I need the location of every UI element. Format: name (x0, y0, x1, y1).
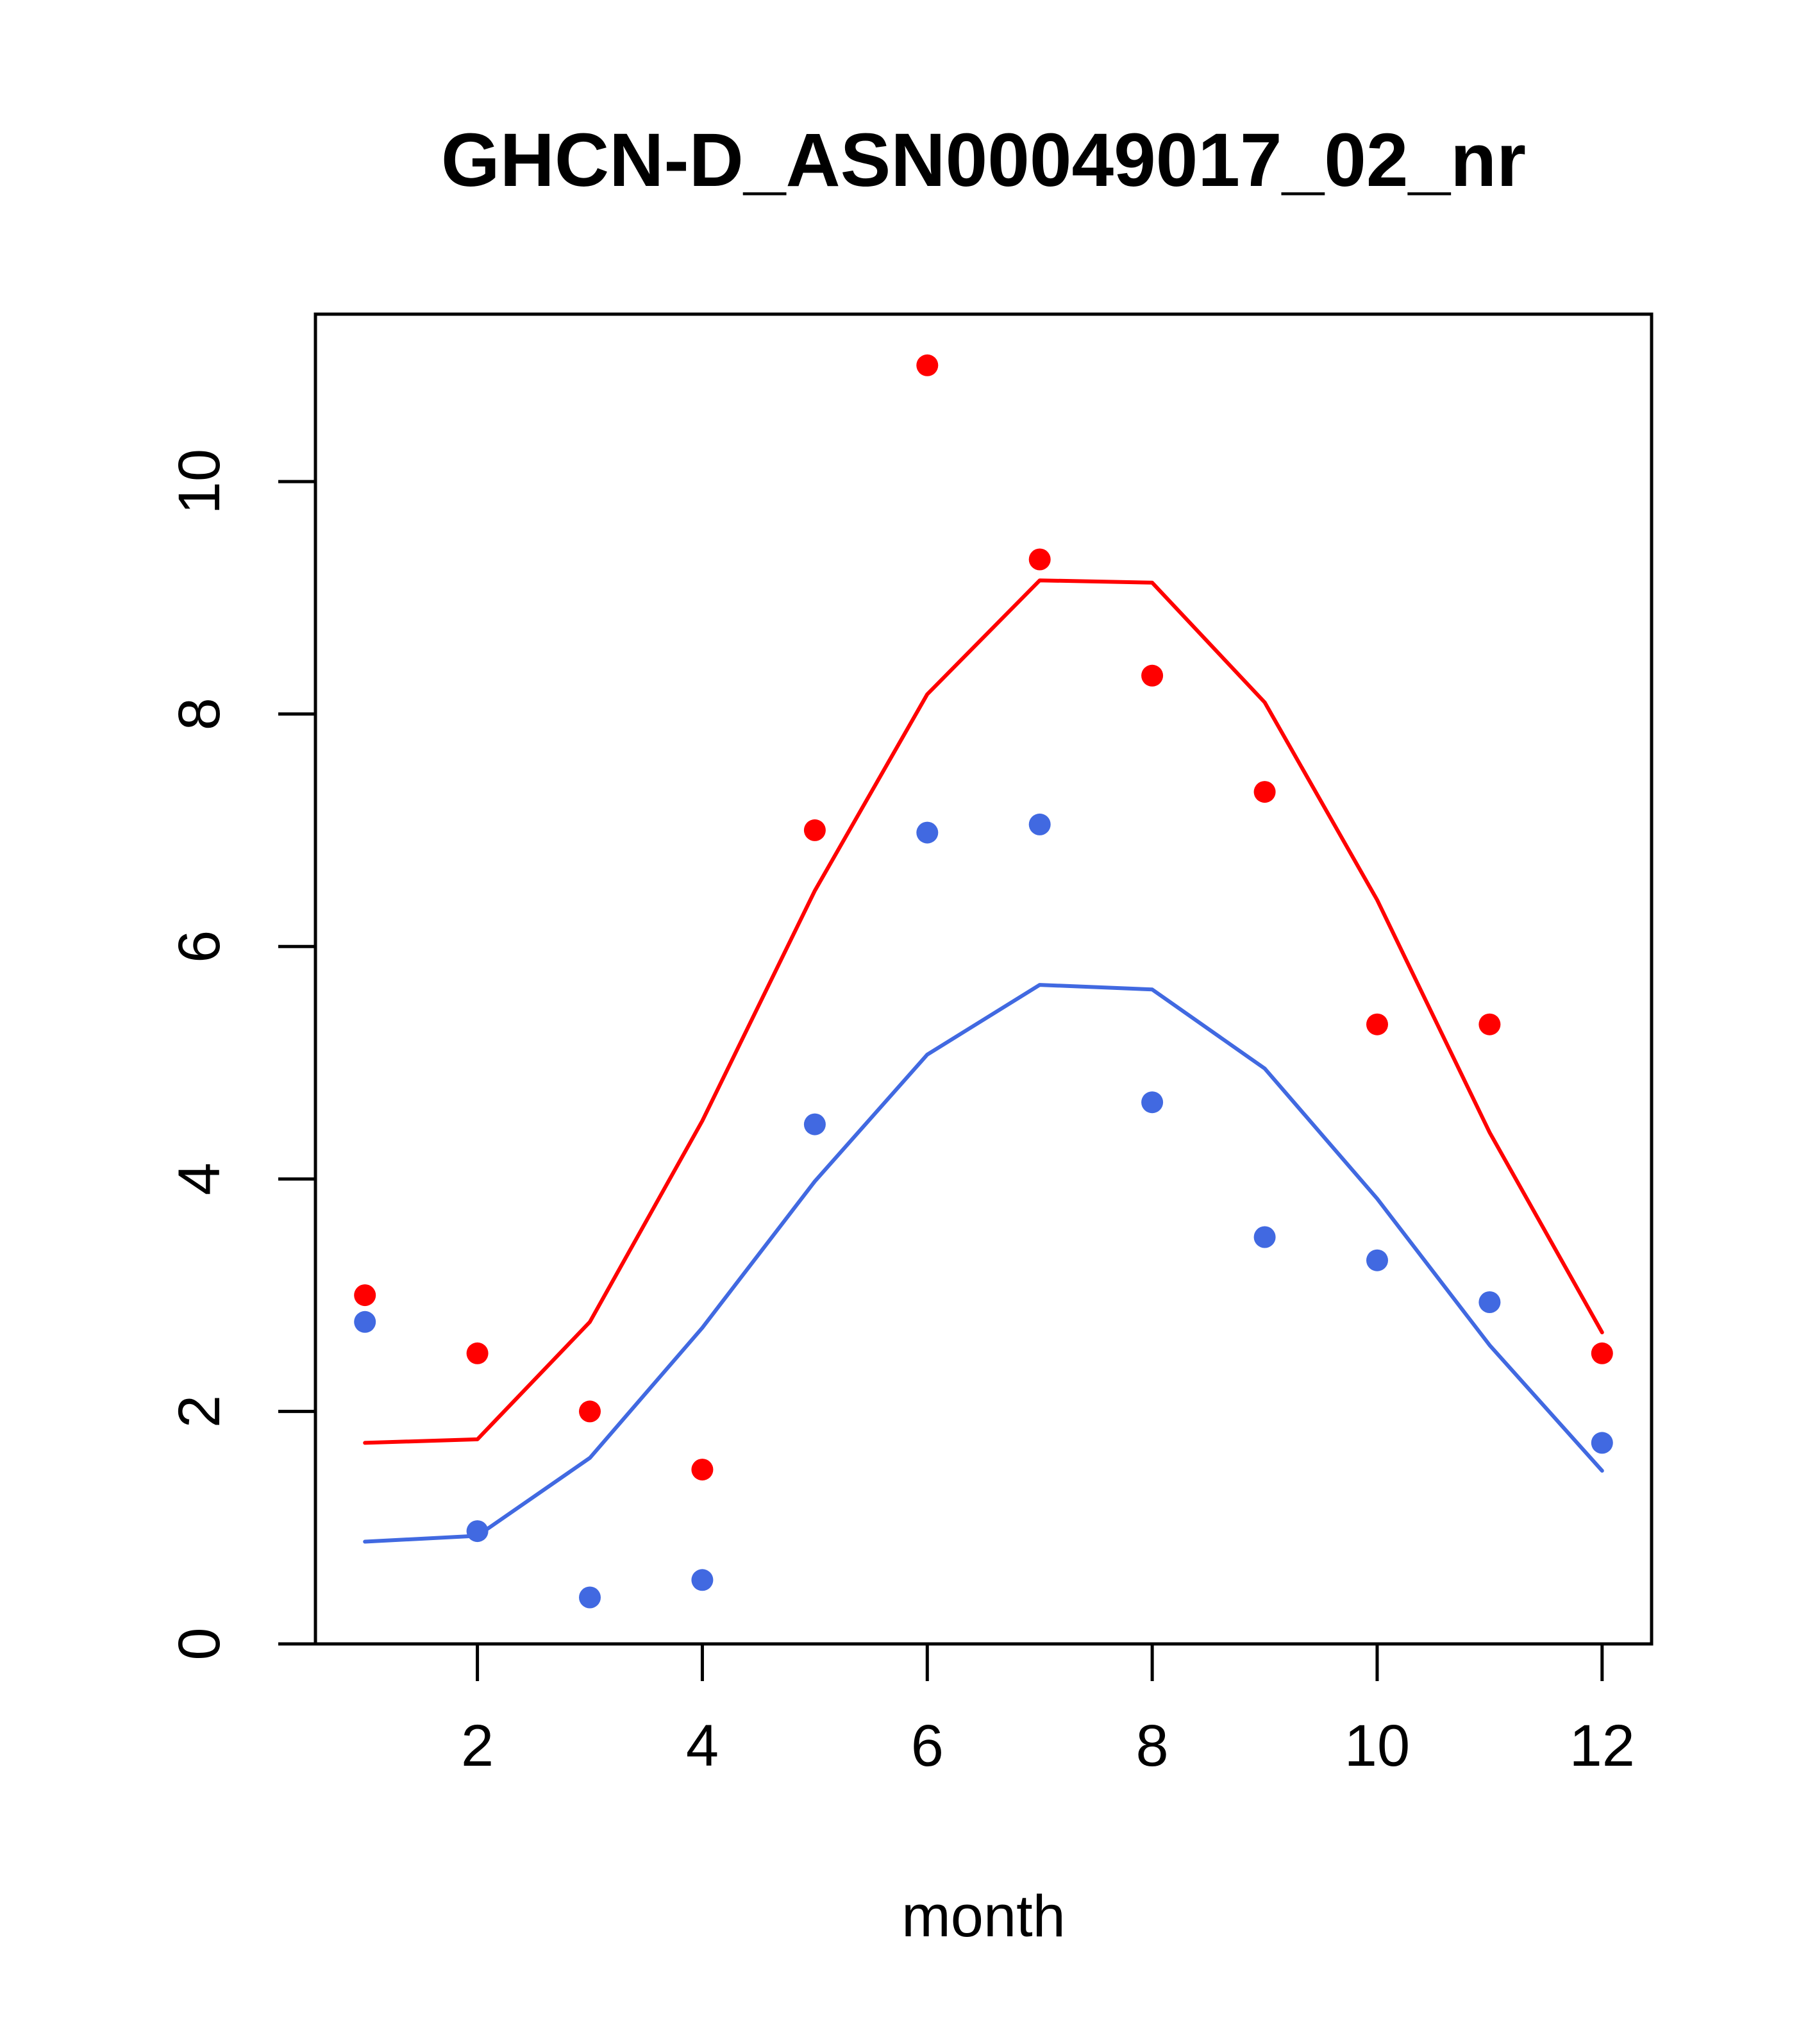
plot-area (354, 354, 1613, 1609)
data-point-series-2 (354, 1311, 376, 1333)
data-point-series-1 (803, 819, 826, 841)
y-tick-label: 0 (167, 1627, 232, 1660)
series-line-1 (363, 578, 1604, 1445)
data-point-series-1 (354, 1284, 376, 1307)
data-point-series-2 (466, 1520, 489, 1543)
data-point-series-2 (1141, 1091, 1164, 1114)
x-axis-label: month (901, 1884, 1066, 1949)
data-point-series-2 (916, 821, 939, 844)
data-point-series-1 (1366, 1013, 1388, 1035)
x-tick-label: 6 (911, 1713, 944, 1779)
y-axis: 0 2 4 6 8 10 (167, 449, 317, 1661)
y-tick-label: 2 (167, 1395, 232, 1428)
data-point-series-1 (691, 1459, 714, 1481)
y-tick-label: 10 (167, 449, 232, 514)
x-tick-label: 4 (686, 1713, 719, 1779)
data-point-series-2 (1478, 1291, 1501, 1313)
data-point-series-1 (1028, 548, 1051, 571)
y-tick-label: 8 (167, 698, 232, 730)
chart-title: GHCN-D_ASN00049017_02_nr (441, 118, 1526, 203)
data-point-series-1 (1591, 1342, 1613, 1364)
series-line-2 (363, 983, 1604, 1544)
x-tick-label: 8 (1136, 1713, 1169, 1779)
x-axis: 2 4 6 8 10 12 (461, 1642, 1635, 1779)
data-point-series-2 (1253, 1226, 1276, 1248)
data-point-series-2 (803, 1113, 826, 1135)
data-point-series-1 (916, 354, 939, 376)
data-point-series-1 (1253, 781, 1276, 803)
data-point-series-2 (1028, 813, 1051, 835)
data-point-series-2 (691, 1569, 714, 1591)
y-tick-label: 6 (167, 930, 232, 963)
data-point-series-2 (1591, 1432, 1613, 1454)
data-point-series-1 (466, 1342, 489, 1364)
data-point-series-1 (579, 1400, 601, 1423)
data-point-series-1 (1478, 1013, 1501, 1035)
y-tick-label: 4 (167, 1162, 232, 1195)
data-point-series-1 (1141, 664, 1164, 687)
data-point-series-2 (579, 1586, 601, 1609)
x-tick-label: 10 (1344, 1713, 1410, 1779)
data-point-series-2 (1366, 1249, 1388, 1271)
x-tick-label: 2 (461, 1713, 494, 1779)
x-tick-label: 12 (1570, 1713, 1635, 1779)
